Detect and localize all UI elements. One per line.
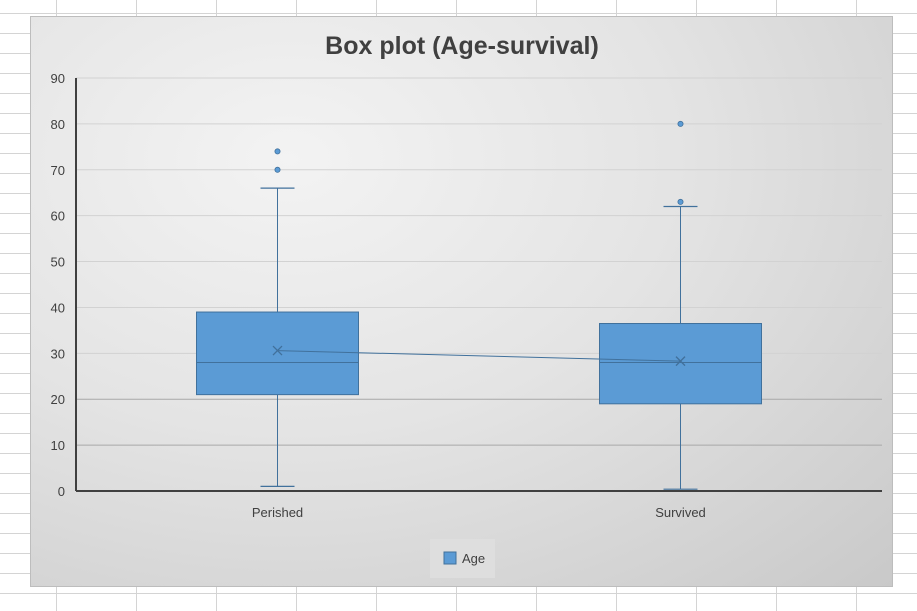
box-series	[196, 120, 762, 490]
legend-swatch-age	[443, 551, 457, 565]
mean-line	[277, 350, 681, 362]
y-tick-label: 80	[51, 117, 65, 132]
y-tick-label: 40	[51, 300, 65, 315]
y-tick-label: 30	[51, 346, 65, 361]
y-tick-label: 0	[58, 484, 65, 499]
box-iqr	[196, 311, 359, 396]
y-tick-label: 50	[51, 255, 65, 270]
y-tick-label: 70	[51, 163, 65, 178]
outlier-point	[677, 120, 684, 127]
outlier-point	[274, 166, 281, 173]
outlier-point	[274, 148, 281, 155]
legend[interactable]: Age	[430, 539, 495, 578]
chart-title: Box plot (Age-survival)	[325, 32, 599, 60]
y-tick-label: 90	[51, 71, 65, 86]
box-iqr	[599, 323, 762, 405]
y-axis-tick-labels: 0 10 20 30 40 50 60 70 80 90	[51, 71, 65, 499]
x-category-label: Perished	[252, 505, 303, 520]
x-category-label: Survived	[655, 505, 706, 520]
box-plot-chart: Box plot (Age-survival) 0 10 20 30 40 50 60 70 8…	[51, 32, 882, 578]
y-tick-label: 60	[51, 209, 65, 224]
x-axis-category-labels: Perished Survived	[252, 505, 706, 520]
chart-area[interactable]: Box plot (Age-survival) 0 10 20 30 40 50 60 70 8…	[30, 16, 893, 587]
legend-label-age: Age	[462, 551, 485, 566]
outlier-point	[677, 198, 684, 205]
y-tick-label: 10	[51, 438, 65, 453]
legend-background	[430, 539, 495, 578]
box-survived[interactable]	[599, 120, 762, 490]
mean-connector	[277, 350, 681, 362]
box-perished[interactable]	[196, 148, 359, 488]
y-tick-label: 20	[51, 392, 65, 407]
